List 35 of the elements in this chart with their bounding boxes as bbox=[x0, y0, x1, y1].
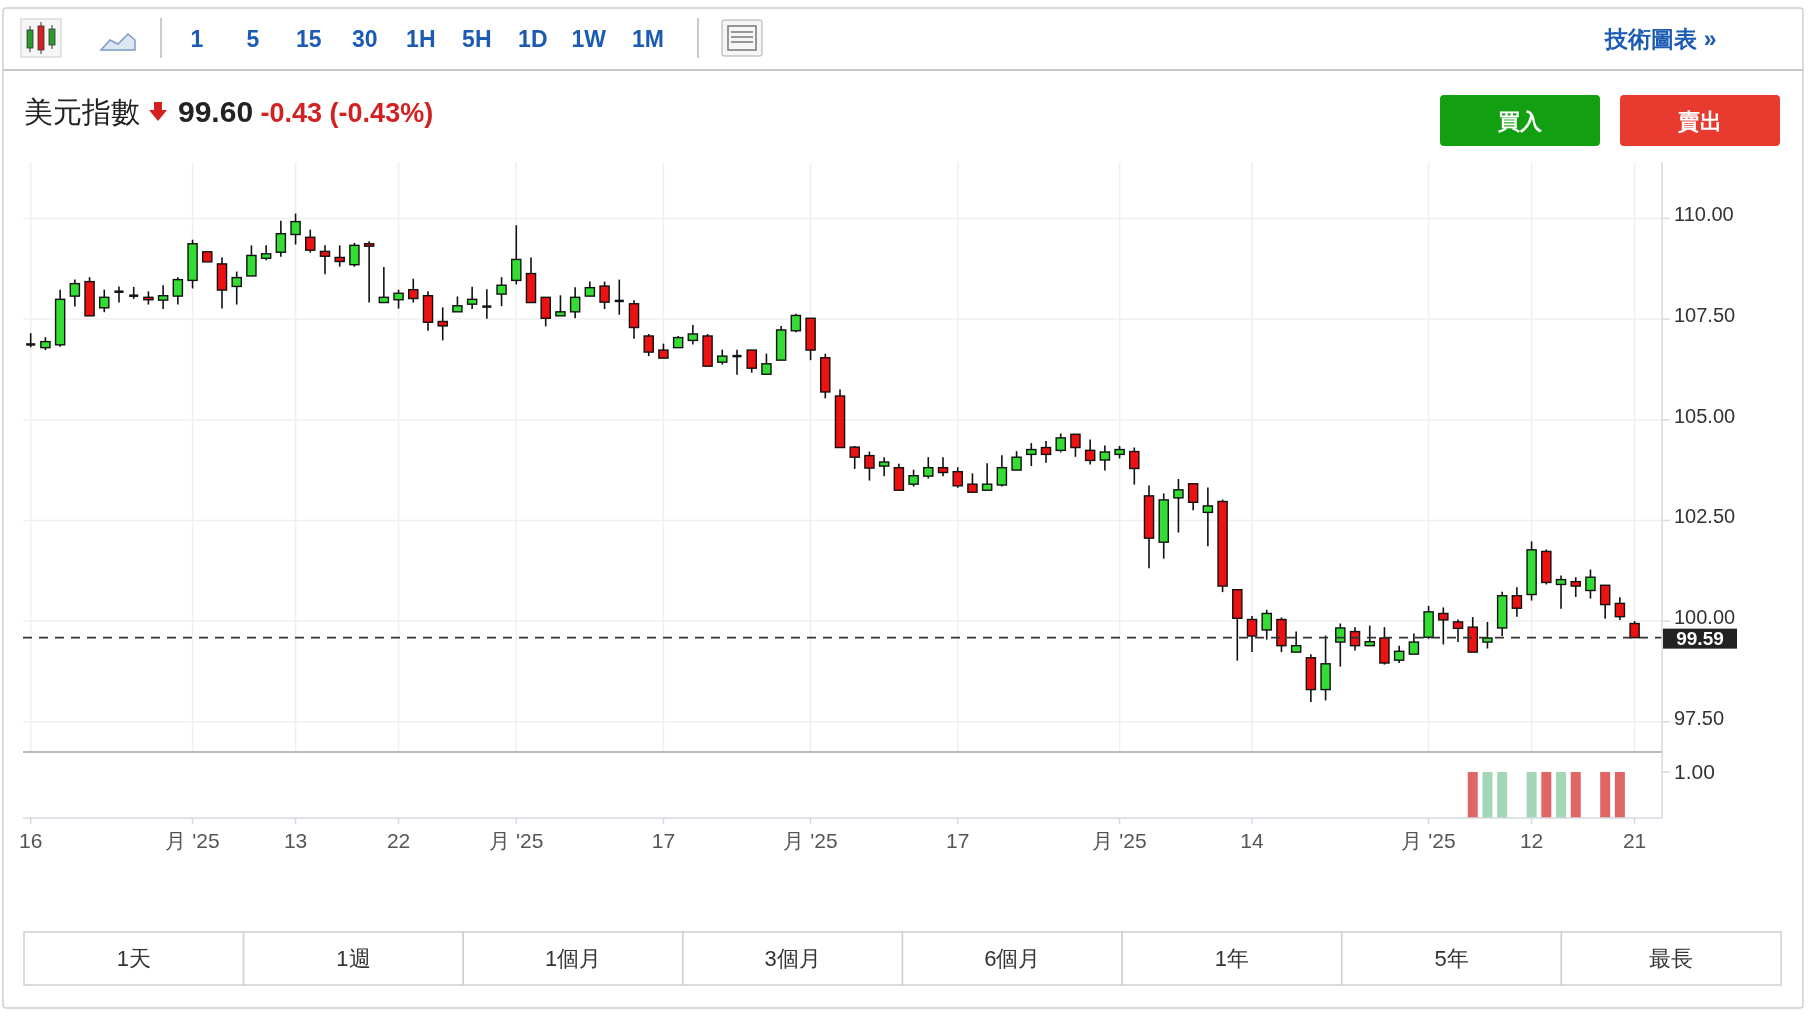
ref-line-label: 99.59 bbox=[1676, 627, 1724, 649]
text: 買入 bbox=[1497, 109, 1543, 134]
x-tick-label: 17 bbox=[651, 829, 676, 852]
text: 3個月 bbox=[764, 946, 821, 971]
x-tick-label: 月 '25 bbox=[1092, 829, 1147, 852]
text: 1個月 bbox=[544, 946, 602, 971]
x-tick-label: 17 bbox=[946, 829, 970, 852]
x-tick-label: 月 '25 bbox=[1401, 829, 1456, 852]
text: 賣出 bbox=[1677, 109, 1722, 134]
x-tick-label: 16 bbox=[19, 829, 43, 852]
text: 6個月 bbox=[984, 946, 1041, 971]
x-tick-label: 12 bbox=[1519, 829, 1544, 852]
text: 1週 bbox=[336, 946, 371, 971]
text: 最長 bbox=[1649, 946, 1694, 971]
text: 1 5 15 30 1H 5H 1D 1W 1M bbox=[190, 26, 664, 52]
text: 技術圖表 » bbox=[1604, 26, 1717, 52]
y-tick-label: 100.00 bbox=[1674, 606, 1736, 629]
chart-title: 美元指數 bbox=[24, 96, 140, 128]
x-tick-label: 月 '25 bbox=[165, 829, 220, 852]
x-tick-label: 月 '25 bbox=[783, 829, 838, 852]
text: 1.00 bbox=[1674, 760, 1715, 783]
x-tick-label: 月 '25 bbox=[489, 829, 544, 852]
text: 1天 bbox=[116, 946, 151, 971]
y-tick-label: 97.50 bbox=[1674, 706, 1725, 729]
x-tick-label: 13 bbox=[283, 829, 308, 852]
x-tick-label: 22 bbox=[386, 829, 411, 852]
x-tick-label: 14 bbox=[1240, 829, 1265, 852]
y-tick-label: 102.50 bbox=[1674, 505, 1736, 528]
y-tick-label: 110.00 bbox=[1674, 203, 1734, 226]
text: 1年 bbox=[1214, 946, 1250, 971]
chart-subtitle: 99.60 -0.43 (-0.43%) bbox=[178, 95, 434, 128]
y-tick-label: 107.50 bbox=[1674, 304, 1736, 327]
y-tick-label: 105.00 bbox=[1674, 404, 1736, 427]
text: 5年 bbox=[1434, 946, 1469, 971]
x-tick-label: 21 bbox=[1622, 829, 1647, 852]
